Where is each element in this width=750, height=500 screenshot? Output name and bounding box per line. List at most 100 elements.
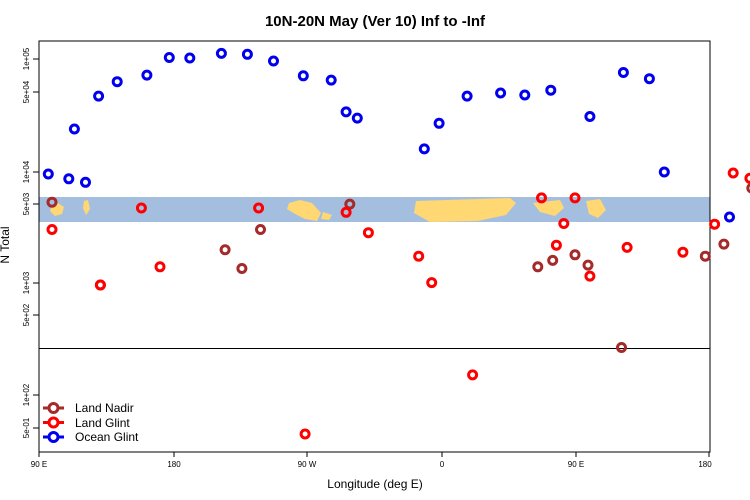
plot-border	[38, 40, 711, 453]
lower-panel	[39, 349, 710, 452]
chart-title: 10N-20N May (Ver 10) Inf to -Inf	[265, 13, 486, 30]
point-land-glint	[94, 279, 106, 291]
x-tick-label: 90 E	[568, 460, 584, 469]
x-tick-label: 90 W	[298, 460, 317, 469]
point-land-nadir	[746, 182, 750, 194]
map-land-indochina	[586, 199, 606, 218]
point-land-glint	[709, 218, 721, 230]
point-land-nadir	[699, 250, 711, 262]
legend-label-ocean-glint: Ocean Glint	[75, 430, 139, 444]
x-tick-label: 180	[698, 460, 712, 469]
map-land-arabia-india	[533, 200, 564, 216]
y-axis: 1e+05 5e+04 1e+04 5e+03 1e+03 5e+02 1e+0…	[22, 47, 39, 438]
point-land-glint	[744, 172, 750, 184]
point-ocean-glint	[617, 67, 629, 78]
y-tick-label: 5e+03	[22, 192, 31, 215]
point-ocean-glint	[495, 87, 507, 99]
legend-marker-ocean-glint	[47, 431, 60, 443]
point-land-glint	[558, 218, 570, 229]
y-tick-label: 1e+04	[22, 160, 31, 183]
point-land-nadir	[547, 254, 559, 266]
legend-marker-land-nadir	[47, 402, 60, 414]
point-ocean-glint	[724, 211, 735, 223]
point-ocean-glint	[297, 70, 309, 82]
point-land-nadir	[344, 198, 356, 210]
legend-label-land-nadir: Land Nadir	[75, 401, 134, 415]
point-land-glint	[550, 239, 562, 251]
point-ocean-glint	[163, 52, 175, 63]
point-land-glint	[536, 192, 547, 204]
point-ocean-glint	[184, 52, 196, 64]
x-axis-label: Longitude (deg E)	[327, 477, 422, 491]
point-ocean-glint	[42, 168, 54, 180]
x-tick-label: 0	[440, 460, 445, 469]
point-land-glint	[135, 202, 147, 214]
point-land-nadir	[532, 261, 544, 273]
map-land-central-america	[287, 200, 321, 221]
plot-area: 1e+05 5e+04 1e+04 5e+03 1e+03 5e+02 1e+0…	[0, 40, 750, 491]
point-ocean-glint	[545, 84, 557, 96]
legend: Land Nadir Land Glint Ocean Glint	[43, 401, 139, 444]
point-ocean-glint	[325, 74, 337, 86]
point-land-nadir	[569, 249, 581, 261]
point-land-nadir	[616, 342, 627, 353]
point-land-glint	[413, 250, 425, 262]
point-ocean-glint	[241, 48, 253, 60]
y-tick-label: 1e+05	[22, 47, 31, 70]
map-ocean	[39, 197, 710, 222]
point-ocean-glint	[461, 90, 473, 102]
legend-label-land-glint: Land Glint	[75, 416, 130, 430]
upper-panel	[39, 41, 710, 348]
point-ocean-glint	[433, 117, 445, 129]
point-land-glint	[46, 224, 58, 235]
point-land-nadir	[718, 238, 730, 250]
point-land-glint	[154, 261, 166, 273]
point-land-glint	[727, 167, 739, 179]
point-ocean-glint	[111, 76, 123, 88]
point-ocean-glint	[584, 111, 596, 122]
y-axis-label: N Total	[0, 226, 12, 263]
point-land-glint	[584, 270, 596, 282]
point-ocean-glint	[141, 69, 153, 81]
y-tick-label: 5e+04	[22, 80, 31, 103]
y-tick-label: 1e+03	[22, 271, 31, 294]
legend-marker-land-glint	[47, 416, 60, 429]
y-tick-label: 1e+02	[22, 383, 31, 406]
point-ocean-glint	[215, 47, 227, 59]
point-land-nadir	[255, 224, 266, 235]
map-land-southeast-asia	[83, 200, 90, 215]
point-land-glint	[340, 206, 352, 218]
point-land-glint	[253, 202, 265, 214]
point-land-nadir	[582, 259, 594, 271]
point-land-glint	[467, 369, 479, 381]
point-land-nadir	[46, 196, 58, 208]
point-ocean-glint	[643, 73, 655, 85]
point-ocean-glint	[351, 112, 363, 124]
x-tick-label: 90 E	[31, 460, 47, 469]
point-land-glint	[569, 192, 581, 204]
point-land-glint	[621, 241, 633, 253]
y-tick-label: 5e-01	[22, 417, 31, 438]
point-land-nadir	[236, 263, 248, 274]
map-land-africa	[414, 198, 516, 222]
world-map-band	[39, 197, 710, 222]
point-land-nadir	[219, 244, 231, 256]
map-land-caribbean	[321, 212, 332, 220]
point-ocean-glint	[658, 166, 670, 178]
point-ocean-glint	[68, 123, 80, 135]
point-ocean-glint	[340, 106, 352, 118]
x-tick-label: 180	[167, 460, 181, 469]
point-ocean-glint	[268, 55, 279, 67]
point-land-glint	[362, 227, 374, 239]
point-ocean-glint	[93, 90, 105, 102]
point-ocean-glint	[418, 143, 430, 155]
point-ocean-glint	[80, 176, 91, 188]
point-land-glint	[426, 277, 438, 289]
point-land-glint	[299, 428, 311, 440]
point-ocean-glint	[63, 173, 75, 185]
point-ocean-glint	[519, 89, 531, 101]
point-land-glint	[677, 246, 689, 258]
data-points	[42, 47, 750, 440]
x-axis: 90 E 180 90 W 0 90 E 180	[31, 452, 712, 469]
